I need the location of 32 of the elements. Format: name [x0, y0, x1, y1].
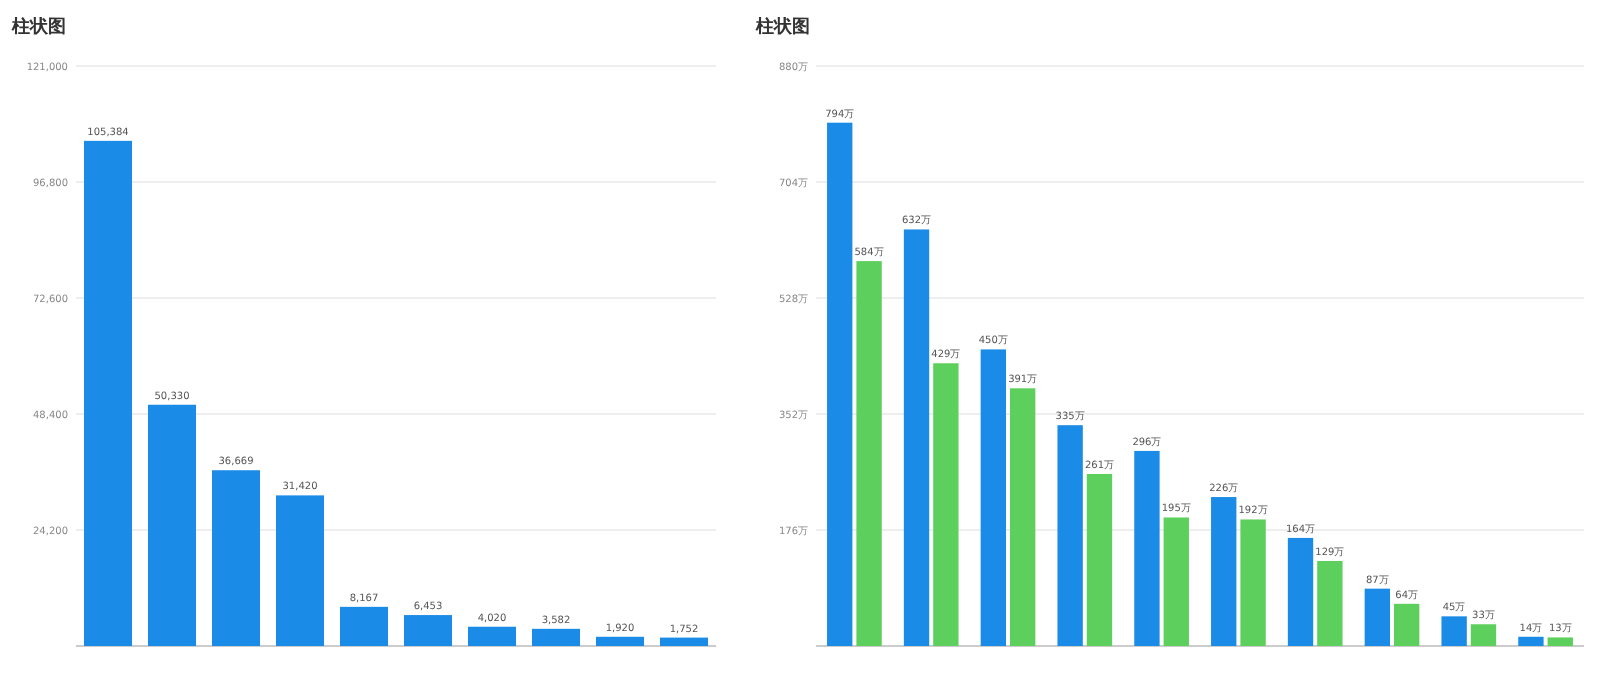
chart-title: 柱状图 — [754, 16, 810, 38]
bar — [212, 470, 260, 646]
bar — [1086, 473, 1113, 646]
bar — [276, 495, 324, 646]
bar — [980, 349, 1006, 646]
bar — [1057, 425, 1083, 646]
bar — [1518, 636, 1544, 646]
bar — [84, 140, 132, 646]
bar — [1470, 624, 1497, 646]
bar — [468, 626, 516, 646]
bar — [1547, 637, 1573, 646]
bar — [827, 122, 853, 646]
chart-title: 柱状图 — [10, 16, 66, 38]
bar — [1010, 388, 1036, 646]
bar — [148, 404, 196, 646]
bar — [1240, 519, 1266, 646]
bar — [1441, 616, 1467, 646]
bar — [1394, 603, 1420, 646]
bar — [1317, 560, 1343, 646]
bar — [596, 636, 644, 646]
bar — [340, 606, 388, 646]
bar — [660, 637, 708, 646]
bar — [1211, 497, 1237, 646]
bar — [1364, 588, 1390, 646]
bar — [933, 363, 959, 646]
bar — [856, 261, 882, 646]
bar — [1163, 517, 1189, 646]
bar — [1134, 450, 1160, 646]
bar — [1287, 537, 1314, 646]
bar — [404, 615, 452, 646]
bar — [903, 229, 930, 646]
bar — [532, 628, 580, 646]
